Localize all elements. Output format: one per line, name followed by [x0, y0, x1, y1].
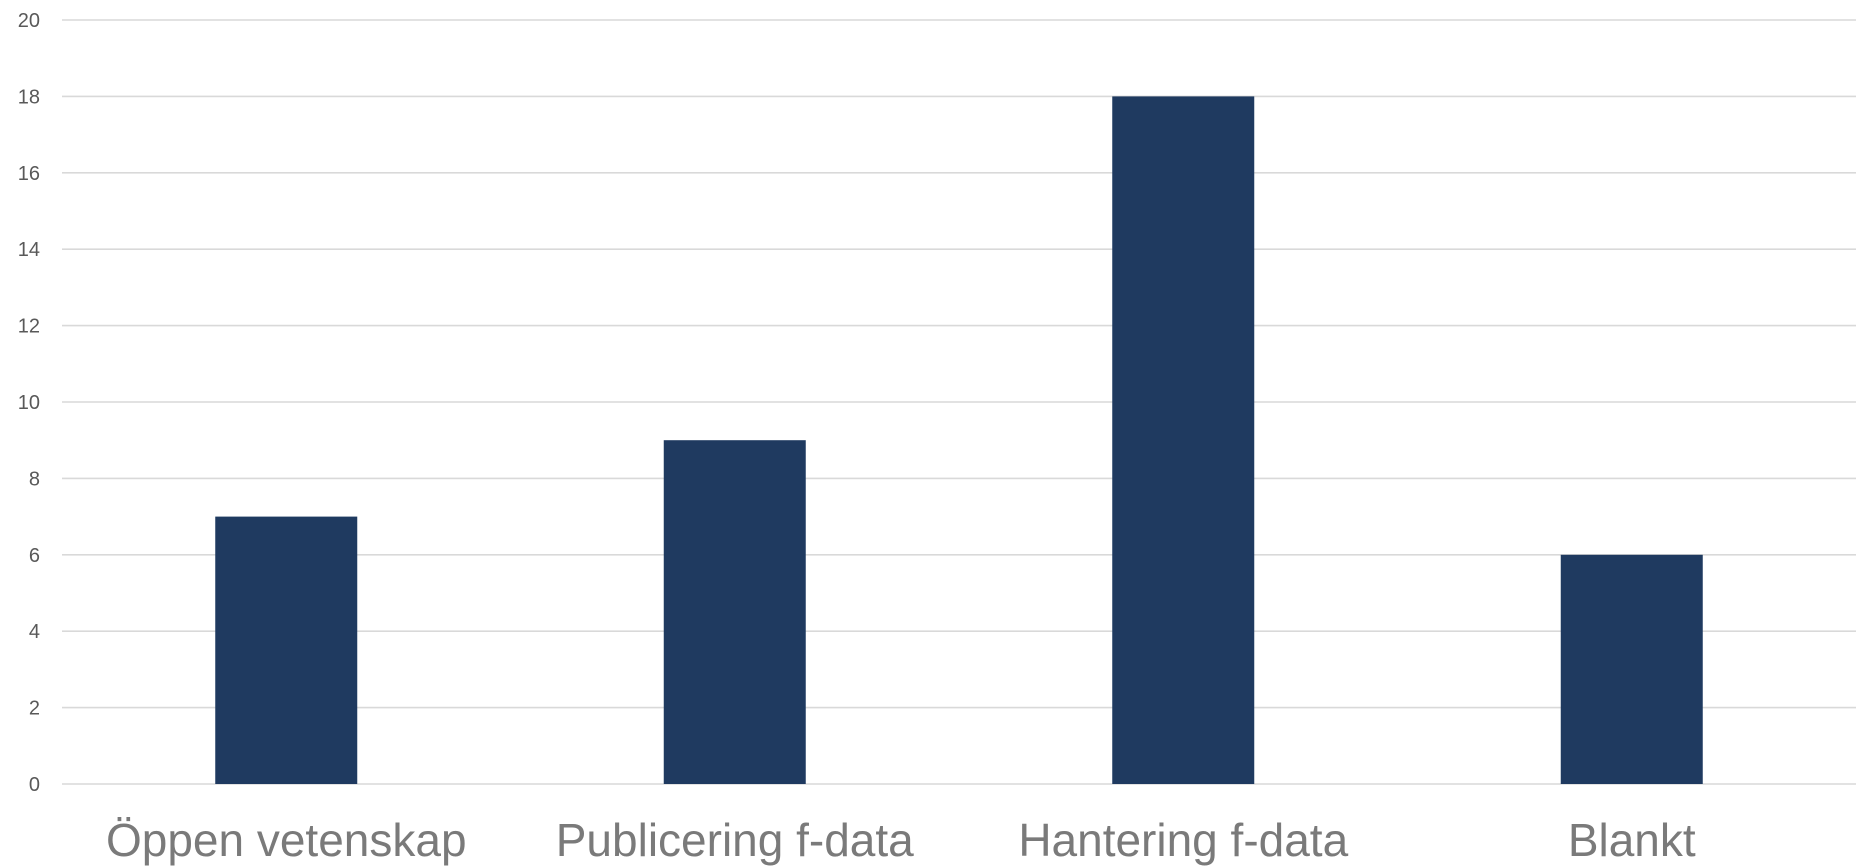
y-tick-label-8: 8 [29, 468, 40, 490]
gridlines [62, 19, 1856, 785]
y-tick-label-0: 0 [29, 774, 40, 796]
y-tick-label-6: 6 [29, 545, 40, 567]
bar-1 [215, 516, 358, 784]
x-tick-label-2: Publicering f-data [556, 814, 914, 866]
x-axis-tick-labels: Öppen vetenskap Publicering f-data Hanteri… [106, 814, 1696, 866]
y-tick-label-16: 16 [18, 163, 40, 185]
y-tick-label-14: 14 [18, 239, 40, 261]
y-tick-label-18: 18 [18, 86, 40, 108]
x-tick-label-1: Öppen vetenskap [106, 814, 467, 866]
x-tick-label-3: Hantering f-data [1018, 814, 1348, 866]
y-axis-tick-labels: 0 2 4 6 8 10 12 14 16 18 20 [18, 10, 40, 796]
y-tick-label-12: 12 [18, 316, 40, 338]
y-tick-label-4: 4 [29, 621, 40, 643]
bar-3 [1112, 96, 1255, 784]
y-tick-label-2: 2 [29, 698, 40, 720]
bar-2 [663, 440, 806, 784]
x-tick-label-4: Blankt [1568, 814, 1696, 866]
bar-4 [1560, 554, 1703, 784]
bars [215, 96, 1703, 784]
y-tick-label-10: 10 [18, 392, 40, 414]
y-tick-label-20: 20 [18, 10, 40, 32]
